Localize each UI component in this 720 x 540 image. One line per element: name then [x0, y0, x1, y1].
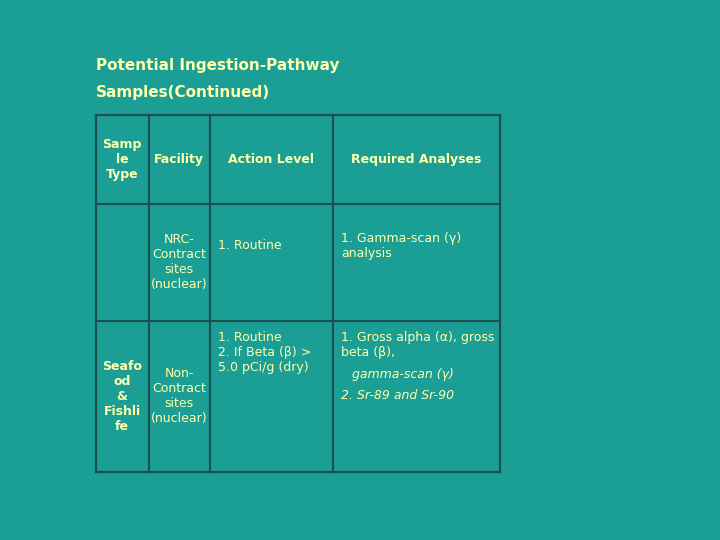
Text: NRC-
Contract
sites
(nuclear): NRC- Contract sites (nuclear) [151, 233, 207, 291]
Text: Required Analyses: Required Analyses [351, 153, 482, 166]
Text: Seafo
od
&
Fishli
fe: Seafo od & Fishli fe [102, 360, 142, 433]
Text: 1. Gross alpha (α), gross
beta (β),: 1. Gross alpha (α), gross beta (β), [341, 331, 495, 359]
Text: 1. Routine
2. If Beta (β) >
5.0 pCi/g (dry): 1. Routine 2. If Beta (β) > 5.0 pCi/g (d… [218, 331, 312, 374]
Text: Samples(Continued): Samples(Continued) [96, 85, 270, 100]
Text: Non-
Contract
sites
(nuclear): Non- Contract sites (nuclear) [151, 367, 207, 426]
Text: Action Level: Action Level [228, 153, 315, 166]
Bar [96, 114, 500, 472]
Text: 1. Routine: 1. Routine [218, 239, 282, 252]
Text: Potential Ingestion-Pathway: Potential Ingestion-Pathway [96, 58, 339, 73]
Text: Facility: Facility [154, 153, 204, 166]
Text: 2. Sr-89 and Sr-90: 2. Sr-89 and Sr-90 [341, 389, 454, 402]
Text: 1. Gamma-scan (γ)
analysis: 1. Gamma-scan (γ) analysis [341, 232, 462, 260]
Text: gamma-scan (γ): gamma-scan (γ) [352, 368, 454, 381]
Text: Samp
le
Type: Samp le Type [102, 138, 142, 181]
